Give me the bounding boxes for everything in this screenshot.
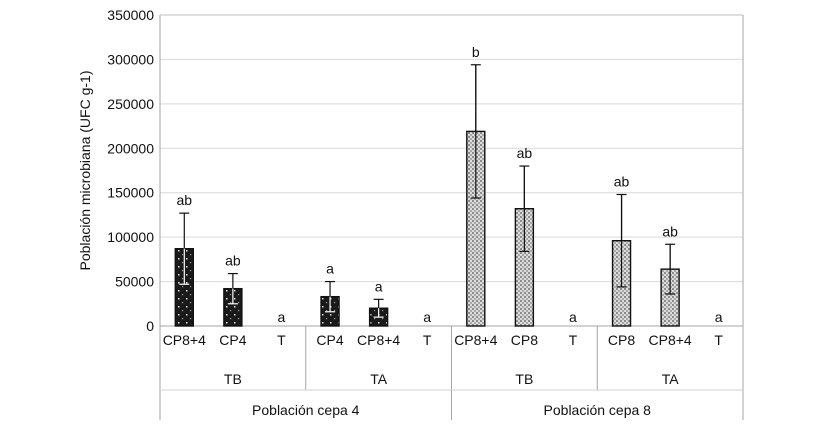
significance-label: a — [326, 261, 334, 277]
x-category-label: CP8+4 — [357, 332, 400, 348]
x-category-label: T — [569, 332, 578, 348]
y-tick-label: 150000 — [107, 185, 154, 201]
y-tick-label: 300000 — [107, 51, 154, 67]
x-category-label: CP8+4 — [163, 332, 206, 348]
significance-label: a — [375, 278, 383, 294]
significance-label: a — [423, 309, 431, 325]
group-label: Población cepa 4 — [252, 402, 360, 418]
x-category-label: CP8 — [511, 332, 538, 348]
y-tick-label: 350000 — [107, 7, 154, 23]
significance-label: ab — [177, 192, 193, 208]
x-category-label: CP8+4 — [649, 332, 692, 348]
x-category-label: T — [277, 332, 286, 348]
subgroup-label: TB — [224, 371, 242, 387]
subgroup-label: TB — [515, 371, 533, 387]
y-tick-label: 0 — [146, 318, 154, 334]
y-tick-label: 50000 — [115, 274, 154, 290]
x-category-label: T — [423, 332, 432, 348]
significance-label: a — [569, 309, 577, 325]
y-tick-label: 100000 — [107, 229, 154, 245]
significance-label: ab — [225, 253, 241, 269]
significance-label: a — [278, 309, 286, 325]
x-category-label: CP4 — [316, 332, 343, 348]
subgroup-label: TA — [662, 371, 680, 387]
y-tick-label: 200000 — [107, 140, 154, 156]
y-axis-label: Población microbiana (UFC g-1) — [77, 71, 93, 271]
x-category-label: CP8 — [608, 332, 635, 348]
x-category-label: CP8+4 — [454, 332, 497, 348]
significance-label: ab — [614, 173, 630, 189]
y-tick-label: 250000 — [107, 96, 154, 112]
x-category-label: T — [714, 332, 723, 348]
significance-label: b — [472, 44, 480, 60]
significance-label: a — [715, 309, 723, 325]
significance-label: ab — [662, 223, 678, 239]
significance-label: ab — [517, 145, 533, 161]
x-category-label: CP4 — [219, 332, 246, 348]
group-label: Población cepa 8 — [544, 402, 652, 418]
subgroup-label: TA — [370, 371, 388, 387]
